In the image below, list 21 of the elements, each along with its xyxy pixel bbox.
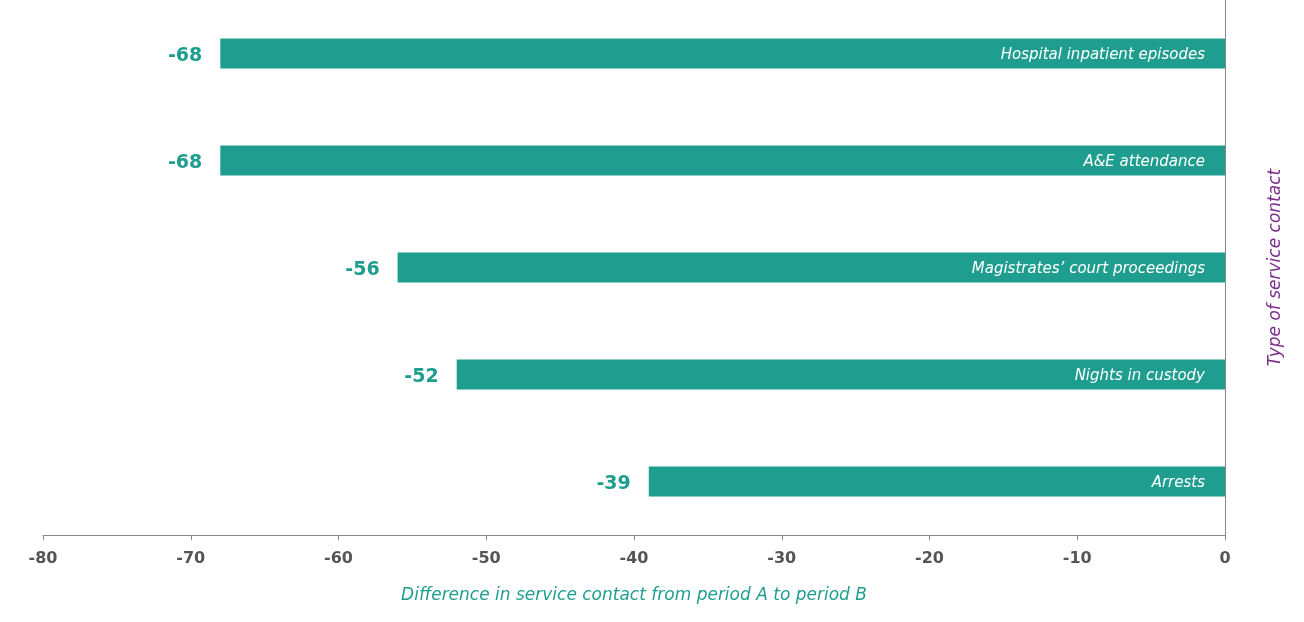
- y-tick-label: Magistrates’ court proceedings: [971, 258, 1206, 277]
- x-tick-label: -80: [28, 547, 58, 567]
- data-label: -68: [167, 42, 203, 65]
- y-tick-label: Arrests: [1150, 472, 1206, 491]
- data-label: -68: [167, 149, 203, 172]
- x-tick-label: -40: [619, 547, 649, 567]
- x-tick-label: -60: [324, 547, 353, 567]
- x-tick-label: -30: [767, 547, 797, 567]
- x-tick-label: -50: [471, 547, 501, 567]
- x-axis-title: Difference in service contact from period A to period B: [401, 583, 867, 604]
- x-tick-label: -70: [176, 547, 206, 567]
- data-label: -52: [404, 363, 439, 386]
- x-tick-label: -10: [1062, 547, 1092, 567]
- data-label: -56: [345, 256, 380, 279]
- y-tick-label: A&E attendance: [1082, 151, 1205, 170]
- y-axis-title: Type of service contact: [1263, 167, 1284, 367]
- y-tick-label: Nights in custody: [1074, 365, 1207, 384]
- x-tick-label: 0: [1219, 547, 1231, 567]
- y-tick-label: Hospital inpatient episodes: [1000, 44, 1206, 63]
- data-label: -39: [596, 470, 631, 493]
- x-tick-label: -20: [915, 547, 944, 567]
